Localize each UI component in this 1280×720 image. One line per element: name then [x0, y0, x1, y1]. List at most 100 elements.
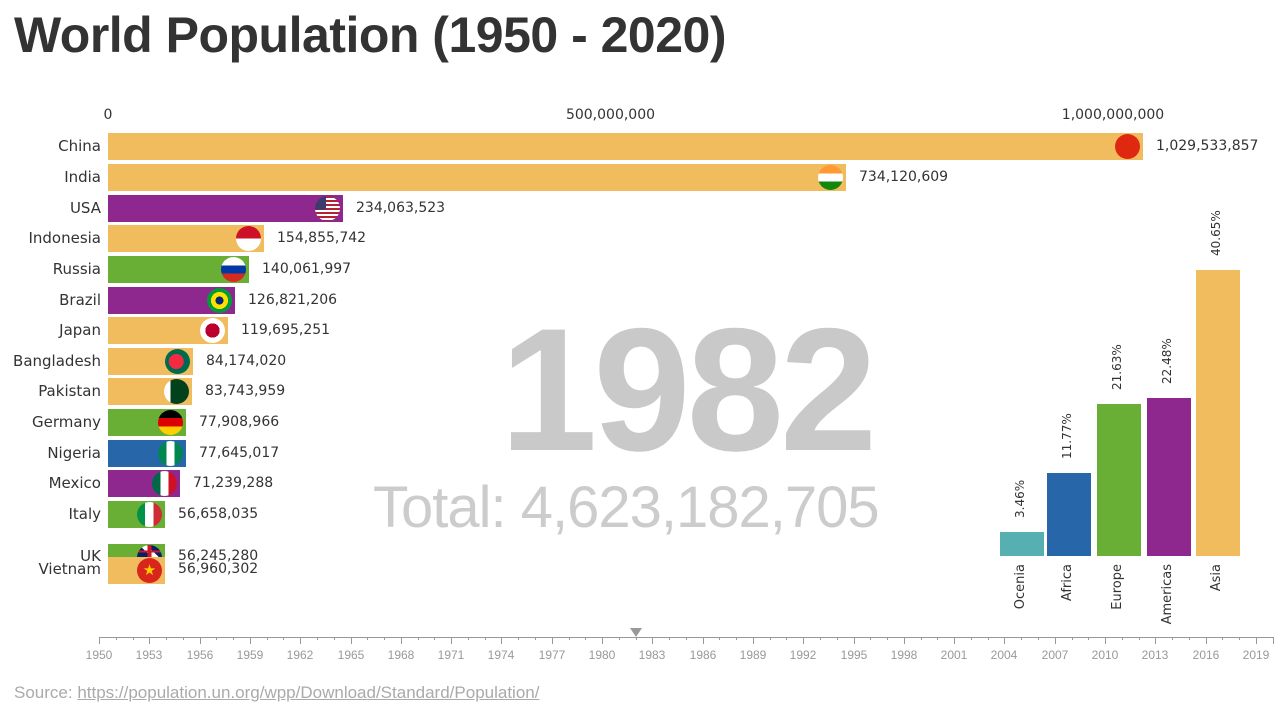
bar-row: Nigeria 77,645,017 — [0, 440, 1280, 467]
timeline-tick — [267, 637, 268, 640]
germany-flag-icon — [158, 410, 183, 435]
country-label: Japan — [59, 321, 101, 339]
timeline-tick — [468, 637, 469, 640]
timeline-tick — [200, 637, 201, 644]
timeline-year-label[interactable]: 1995 — [840, 648, 868, 662]
timeline-tick — [99, 637, 100, 644]
current-year: 1982 — [500, 293, 877, 488]
brazil-flag-icon — [207, 288, 232, 313]
timeline-year-label[interactable]: 1974 — [487, 648, 515, 662]
timeline-tick — [854, 637, 855, 644]
russia-flag-icon — [221, 257, 246, 282]
timeline-year-label[interactable]: 1980 — [588, 648, 616, 662]
timeline-year-label[interactable]: 2019 — [1242, 648, 1270, 662]
continent-percent-label: 40.65% — [1209, 210, 1223, 256]
country-label: Bangladesh — [13, 352, 101, 370]
timeline-tick — [636, 637, 637, 640]
bar-row: Bangladesh 84,174,020 — [0, 348, 1280, 375]
source-link[interactable]: https://population.un.org/wpp/Download/S… — [77, 683, 540, 702]
timeline-tick — [954, 637, 955, 644]
country-label: USA — [69, 199, 101, 217]
value-label: 234,063,523 — [356, 200, 446, 216]
continent-bar — [1097, 404, 1141, 556]
timeline-year-label[interactable]: 2010 — [1091, 648, 1119, 662]
timeline-year-label[interactable]: 1971 — [437, 648, 465, 662]
timeline-tick — [1239, 637, 1240, 640]
country-label: UK — [80, 547, 101, 565]
timeline-year-label[interactable]: 2001 — [940, 648, 968, 662]
timeline-tick — [1172, 637, 1173, 640]
nigeria-flag-icon — [158, 441, 183, 466]
timeline-tick — [786, 637, 787, 640]
timeline-year-label[interactable]: 1956 — [186, 648, 214, 662]
timeline-tick — [1021, 637, 1022, 640]
country-label: Pakistan — [38, 382, 101, 400]
timeline-tick — [971, 637, 972, 640]
timeline-tick — [736, 637, 737, 640]
total-population: Total: 4,623,182,705 — [373, 475, 880, 540]
bangladesh-flag-icon — [165, 349, 190, 374]
timeline-year-label[interactable]: 1986 — [689, 648, 717, 662]
timeline-tick — [401, 637, 402, 644]
country-label: China — [58, 137, 101, 155]
timeline-year-label[interactable]: 1950 — [85, 648, 113, 662]
bar-row: Mexico 71,239,288 — [0, 470, 1280, 497]
timeline-tick — [283, 637, 284, 640]
country-label: Germany — [32, 413, 101, 431]
country-label: India — [64, 168, 101, 186]
continent-percent-label: 3.46% — [1013, 479, 1027, 518]
timeline-tick — [753, 637, 754, 644]
country-label: Italy — [68, 505, 101, 523]
value-label: 56,960,302 — [178, 561, 259, 577]
timeline-tick — [384, 637, 385, 640]
indonesia-flag-icon — [236, 226, 261, 251]
timeline-year-label[interactable]: 1983 — [638, 648, 666, 662]
timeline-year-label[interactable]: 2016 — [1192, 648, 1220, 662]
timeline-year-label[interactable]: 1953 — [135, 648, 163, 662]
timeline-year-label[interactable]: 1998 — [890, 648, 918, 662]
timeline-tick — [183, 637, 184, 640]
timeline-year-label[interactable]: 1992 — [789, 648, 817, 662]
timeline-tick — [216, 637, 217, 640]
vietnam-flag-icon: ★ — [137, 558, 162, 583]
bar-row: Indonesia 154,855,742 — [0, 225, 1280, 252]
timeline-year-label[interactable]: 2007 — [1041, 648, 1069, 662]
timeline-year-label[interactable]: 1989 — [739, 648, 767, 662]
japan-flag-icon — [200, 318, 225, 343]
source-note: Source: https://population.un.org/wpp/Do… — [14, 683, 539, 703]
continent-label: Africa — [1060, 564, 1075, 602]
mexico-flag-icon — [152, 471, 177, 496]
chart-title: World Population (1950 - 2020) — [14, 7, 727, 63]
timeline-tick — [870, 637, 871, 640]
bar-row: UK 56,245,280 — [0, 544, 1280, 571]
country-label: Nigeria — [47, 444, 101, 462]
x-axis-tick-label: 0 — [103, 107, 113, 123]
pakistan-flag-icon — [164, 379, 189, 404]
timeline-year-label[interactable]: 1959 — [236, 648, 264, 662]
country-label: Russia — [52, 260, 101, 278]
timeline-tick — [367, 637, 368, 640]
continent-percent-label: 22.48% — [1160, 338, 1174, 384]
timeline-pointer[interactable] — [630, 628, 642, 637]
value-label: 56,658,035 — [178, 506, 259, 522]
continent-label: Asia — [1209, 564, 1224, 592]
italy-flag-icon — [137, 502, 162, 527]
timeline-year-label[interactable]: 1968 — [387, 648, 415, 662]
continent-bar — [1000, 532, 1044, 556]
bar-row: Russia 140,061,997 — [0, 256, 1280, 283]
timeline-tick — [803, 637, 804, 644]
population-bar — [108, 195, 343, 222]
continent-bar — [1196, 270, 1240, 556]
timeline-tick — [166, 637, 167, 640]
timeline-year-label[interactable]: 1977 — [538, 648, 566, 662]
timeline-tick — [434, 637, 435, 640]
timeline-tick — [669, 637, 670, 640]
timeline-year-label[interactable]: 2013 — [1141, 648, 1169, 662]
timeline-year-label[interactable]: 1962 — [286, 648, 314, 662]
timeline-year-label[interactable]: 2004 — [990, 648, 1018, 662]
value-label: 140,061,997 — [262, 261, 352, 277]
timeline-year-label[interactable]: 1965 — [337, 648, 365, 662]
timeline-tick — [1088, 637, 1089, 640]
timeline-tick — [652, 637, 653, 644]
country-label: Brazil — [59, 291, 101, 309]
